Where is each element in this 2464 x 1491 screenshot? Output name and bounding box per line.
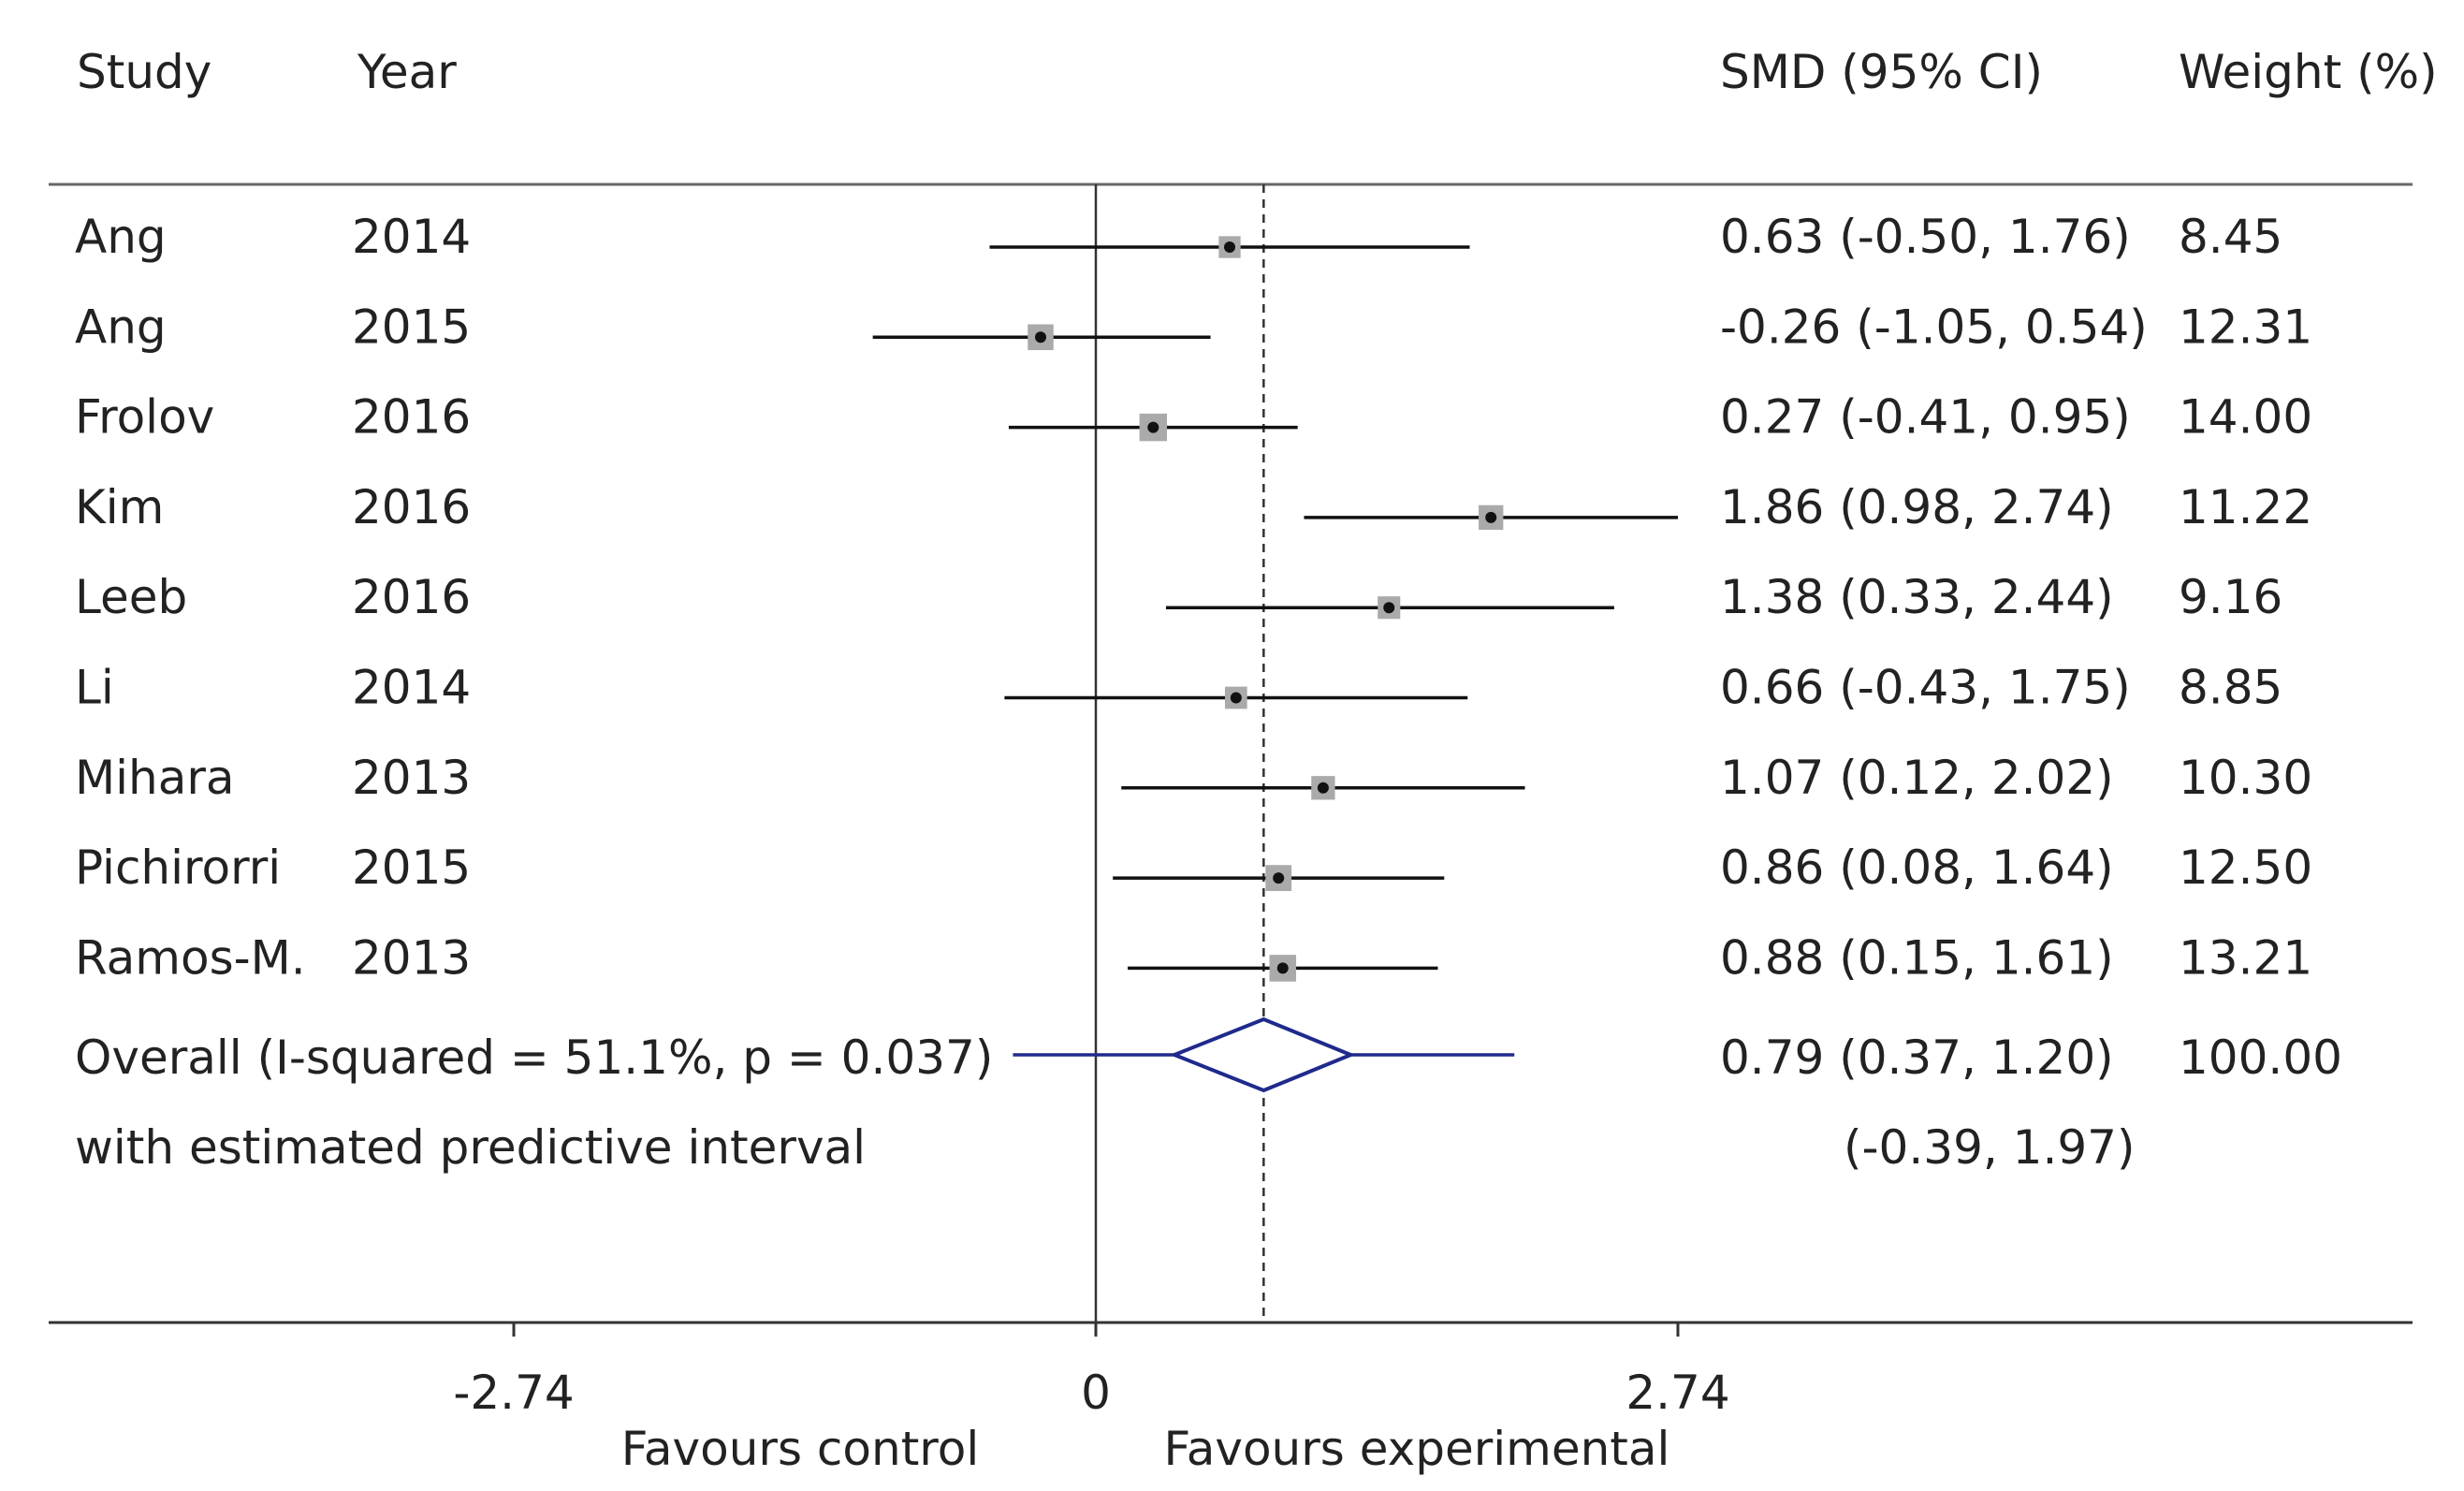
study-rows: Ang 2014 0.63 (-0.50, 1.76) 8.45 Ang 2015 -0.2… — [75, 210, 2312, 985]
study-year: 2013 — [352, 930, 471, 985]
study-weight: 14.00 — [2179, 390, 2312, 445]
point-estimate — [1276, 962, 1289, 974]
study-ci-text: 0.66 (-0.43, 1.75) — [1720, 661, 2131, 715]
study-name: Ang — [75, 210, 167, 264]
favours-control-label: Favours control — [621, 1422, 980, 1476]
study-year: 2016 — [352, 570, 471, 624]
study-ci-text: 1.38 (0.33, 2.44) — [1720, 570, 2114, 624]
header-weight: Weight (%) — [2179, 45, 2438, 99]
header-effect: SMD (95% CI) — [1720, 45, 2043, 99]
study-ci-text: 1.07 (0.12, 2.02) — [1720, 751, 2114, 805]
study-name: Li — [75, 661, 114, 715]
study-row: Li 2014 0.66 (-0.43, 1.75) 8.85 — [75, 661, 2282, 715]
study-weight: 10.30 — [2179, 751, 2312, 805]
study-weight: 12.31 — [2179, 300, 2312, 354]
tick-label: 2.74 — [1626, 1366, 1729, 1420]
study-year: 2016 — [352, 480, 471, 534]
study-ci-text: -0.26 (-1.05, 0.54) — [1720, 300, 2148, 354]
study-ci-text: 0.63 (-0.50, 1.76) — [1720, 210, 2131, 264]
study-ci-text: 0.88 (0.15, 1.61) — [1720, 930, 2114, 985]
study-row: Mihara 2013 1.07 (0.12, 2.02) 10.30 — [75, 751, 2312, 805]
study-row: Frolov 2016 0.27 (-0.41, 0.95) 14.00 — [75, 390, 2312, 445]
point-estimate — [1317, 782, 1329, 794]
header-year: Year — [357, 45, 457, 99]
study-weight: 8.85 — [2179, 661, 2282, 715]
study-row: Leeb 2016 1.38 (0.33, 2.44) 9.16 — [75, 570, 2282, 624]
overall-weight: 100.00 — [2179, 1031, 2342, 1085]
x-axis-ticks: -2.74 0 2.74 — [453, 1323, 1730, 1420]
study-name: Mihara — [75, 751, 235, 805]
tick-label: 0 — [1081, 1366, 1111, 1420]
overall-row: Overall (I-squared = 51.1%, p = 0.037) 0… — [75, 1016, 2342, 1093]
study-row: Pichirorri 2015 0.86 (0.08, 1.64) 12.50 — [75, 841, 2312, 895]
point-estimate — [1383, 602, 1395, 614]
study-row: Ramos-M. 2013 0.88 (0.15, 1.61) 13.21 — [75, 930, 2312, 985]
favours-experimental-label: Favours experimental — [1164, 1422, 1670, 1476]
study-year: 2015 — [352, 841, 471, 895]
predictive-interval-text: (-0.39, 1.97) — [1844, 1120, 2136, 1175]
study-weight: 9.16 — [2179, 570, 2282, 624]
study-name: Kim — [75, 480, 164, 534]
study-ci-text: 0.27 (-0.41, 0.95) — [1720, 390, 2131, 445]
study-name: Leeb — [75, 570, 187, 624]
study-ci-text: 0.86 (0.08, 1.64) — [1720, 841, 2114, 895]
study-weight: 11.22 — [2179, 480, 2312, 534]
tick-label: -2.74 — [453, 1366, 574, 1420]
point-estimate — [1273, 872, 1285, 884]
study-year: 2015 — [352, 300, 471, 354]
study-weight: 12.50 — [2179, 841, 2312, 895]
overall-ci-text: 0.79 (0.37, 1.20) — [1720, 1031, 2114, 1085]
study-weight: 8.45 — [2179, 210, 2282, 264]
study-name: Frolov — [75, 390, 214, 445]
point-estimate — [1485, 511, 1497, 523]
study-name: Pichirorri — [75, 841, 281, 895]
overall-diamond — [1169, 1016, 1356, 1093]
point-estimate — [1230, 692, 1242, 704]
study-year: 2014 — [352, 210, 471, 264]
point-estimate — [1147, 421, 1159, 433]
study-year: 2016 — [352, 390, 471, 445]
study-row: Ang 2014 0.63 (-0.50, 1.76) 8.45 — [75, 210, 2282, 264]
overall-label: Overall (I-squared = 51.1%, p = 0.037) — [75, 1031, 993, 1085]
study-year: 2014 — [352, 661, 471, 715]
header-study: Study — [77, 45, 211, 99]
study-weight: 13.21 — [2179, 930, 2312, 985]
point-estimate — [1034, 331, 1046, 344]
study-row: Ang 2015 -0.26 (-1.05, 0.54) 12.31 — [75, 300, 2312, 354]
study-year: 2013 — [352, 751, 471, 805]
point-estimate — [1224, 241, 1236, 253]
study-name: Ramos-M. — [75, 930, 306, 985]
study-row: Kim 2016 1.86 (0.98, 2.74) 11.22 — [75, 480, 2312, 534]
study-ci-text: 1.86 (0.98, 2.74) — [1720, 480, 2114, 534]
study-name: Ang — [75, 300, 167, 354]
predictive-label: with estimated predictive interval — [75, 1120, 866, 1175]
